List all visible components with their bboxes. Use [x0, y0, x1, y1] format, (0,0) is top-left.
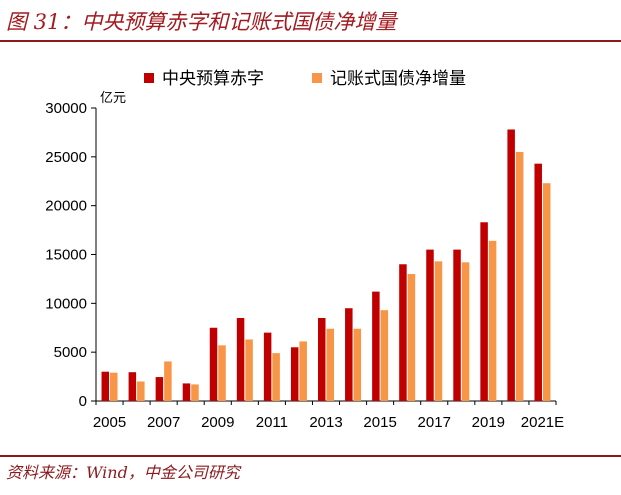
bar-deficit-2012: [290, 347, 299, 401]
y-tick-label: 25000: [45, 149, 87, 166]
bar-deficit-2005: [101, 371, 110, 401]
y-tick-label: 5000: [54, 344, 87, 361]
y-unit-label: 亿元: [100, 91, 126, 106]
bar-bond-2010: [245, 339, 253, 401]
bar-deficit-2013: [318, 317, 326, 401]
legend-swatch-bond: [312, 73, 322, 83]
source-note: 资料来源：Wind，中金公司研究: [6, 463, 240, 482]
x-tick-label: 2013: [309, 414, 342, 431]
bar-deficit-2010: [236, 317, 245, 401]
bar-deficit-2014: [345, 308, 353, 401]
x-tick-label: 2011: [256, 414, 288, 431]
bar-bond-2021E: [542, 183, 551, 401]
bar-deficit-2021E: [534, 163, 542, 401]
bar-bond-2016: [407, 274, 416, 401]
x-tick-label: 2021E: [521, 414, 564, 431]
x-tick-label: 2017: [418, 414, 451, 431]
bar-deficit-2006: [128, 372, 137, 401]
bar-deficit-2019: [480, 222, 488, 401]
bar-bond-2015: [380, 310, 389, 401]
bar-bond-2005: [110, 372, 118, 401]
bar-deficit-2016: [399, 264, 407, 401]
bar-bond-2018: [461, 262, 470, 401]
bar-deficit-2011: [263, 332, 272, 401]
bar-bond-2009: [218, 345, 226, 401]
x-tick-label: 2007: [147, 414, 180, 431]
x-tick-label: 2019: [472, 414, 505, 431]
y-tick-label: 0: [79, 393, 87, 410]
bar-deficit-2017: [426, 249, 434, 401]
figure-title: 图 31：中央预算赤字和记账式国债净增量: [6, 10, 397, 34]
bar-bond-2012: [299, 341, 307, 401]
source-rule: [0, 455, 621, 457]
y-tick-label: 30000: [45, 100, 87, 117]
legend-swatch-deficit: [144, 73, 154, 83]
bar-bond-2014: [353, 328, 362, 401]
bar-bond-2013: [326, 328, 334, 401]
y-tick-label: 20000: [45, 198, 87, 215]
bar-deficit-2018: [453, 249, 461, 401]
title-rule: [0, 40, 621, 42]
x-tick-label: 2015: [363, 414, 396, 431]
x-tick-label: 2009: [201, 414, 234, 431]
bar-deficit-2015: [372, 291, 380, 401]
bar-bond-2017: [434, 261, 443, 401]
x-tick-label: 2005: [93, 414, 126, 431]
y-tick-label: 15000: [45, 247, 87, 264]
bar-bond-2008: [191, 384, 199, 401]
bar-bond-2019: [488, 240, 497, 401]
bar-bond-2006: [137, 381, 145, 401]
legend-label-bond: 记账式国债净增量: [330, 69, 466, 89]
bar-deficit-2007: [155, 377, 164, 401]
y-tick-label: 10000: [45, 295, 87, 312]
bar-deficit-2009: [209, 327, 218, 401]
bar-deficit-2020: [507, 129, 515, 401]
bar-deficit-2008: [182, 383, 191, 401]
legend-label-deficit: 中央预算赤字: [162, 69, 264, 89]
bar-bond-2020: [515, 151, 524, 401]
bar-bond-2011: [272, 353, 280, 401]
bar-bond-2007: [164, 361, 172, 401]
